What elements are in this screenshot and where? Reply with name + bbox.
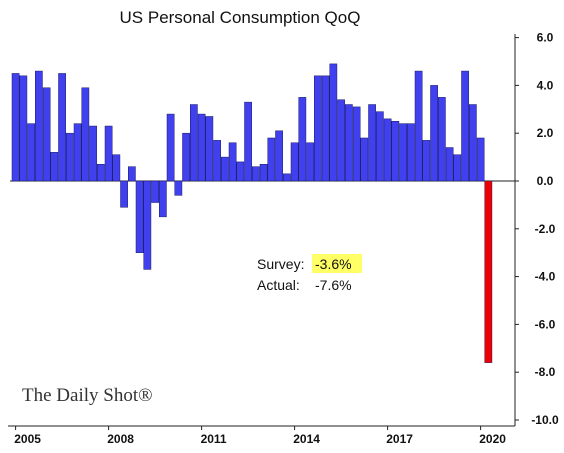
bar — [298, 97, 307, 182]
y-tick-label: 4.0 — [537, 78, 554, 92]
bar — [252, 166, 260, 182]
bar — [407, 123, 415, 182]
bar-highlight — [484, 180, 493, 363]
bar — [27, 123, 35, 182]
bar — [414, 70, 423, 182]
bar — [244, 101, 252, 182]
bar — [73, 123, 82, 182]
bar — [352, 106, 361, 182]
bar — [128, 166, 136, 182]
bar — [259, 164, 268, 182]
x-tick-label: 2020 — [479, 432, 506, 446]
x-axis: 2005 2008 2011 2014 2017 2020 — [14, 426, 506, 446]
bar — [182, 132, 190, 182]
chart-title: US Personal Consumption QoQ — [120, 8, 361, 27]
y-tick-label: -6.0 — [535, 317, 556, 331]
bar — [66, 132, 74, 182]
survey-label: Survey: — [257, 256, 304, 272]
bar — [438, 97, 446, 182]
bar — [50, 152, 59, 182]
bar — [159, 180, 167, 218]
bar — [345, 104, 353, 182]
bar — [383, 118, 392, 182]
bar — [143, 180, 152, 270]
bar — [166, 113, 175, 182]
bar — [321, 75, 330, 182]
bar — [11, 73, 20, 182]
bar — [35, 70, 43, 182]
bar — [151, 180, 159, 203]
bar — [19, 75, 28, 182]
bar — [97, 164, 105, 182]
x-tick-label: 2017 — [386, 432, 413, 446]
bar — [174, 180, 183, 196]
y-tick-label: -4.0 — [535, 270, 556, 284]
x-tick-label: 2014 — [293, 432, 320, 446]
bar — [190, 104, 198, 182]
survey-value: -3.6% — [315, 256, 352, 272]
bar — [314, 75, 322, 182]
bar — [236, 161, 245, 182]
annotation-box: Survey: -3.6% Actual: -7.6% — [257, 254, 362, 293]
bar — [81, 87, 90, 182]
bar — [469, 104, 477, 182]
bar — [213, 140, 221, 182]
bar — [197, 113, 206, 182]
y-tick-label: 2.0 — [537, 126, 554, 140]
bar — [135, 180, 144, 253]
bar — [306, 142, 314, 182]
y-tick-label: -2.0 — [535, 222, 556, 236]
bar — [368, 104, 376, 182]
bar — [430, 85, 438, 182]
bar — [112, 154, 121, 182]
bar — [205, 116, 214, 182]
y-tick-label: 6.0 — [537, 31, 554, 45]
bar — [42, 87, 51, 182]
bar — [376, 111, 384, 182]
y-tick-label: -8.0 — [535, 365, 556, 379]
bar — [445, 147, 454, 182]
bar — [267, 137, 276, 182]
x-tick-label: 2005 — [14, 432, 41, 446]
bar — [89, 125, 97, 182]
daily-shot-logo: The Daily Shot® — [22, 385, 153, 406]
bars — [11, 63, 493, 363]
bar — [453, 154, 462, 182]
survey-highlight — [312, 254, 362, 273]
bar — [422, 140, 431, 182]
x-tick-label: 2008 — [107, 432, 134, 446]
bar — [120, 180, 128, 208]
bar — [399, 123, 407, 182]
bar — [337, 99, 345, 182]
bar — [58, 73, 66, 182]
bar — [290, 142, 299, 182]
bar — [221, 156, 229, 182]
bar — [275, 130, 283, 182]
actual-label: Actual: — [257, 277, 300, 293]
bar — [391, 121, 400, 182]
bar — [360, 137, 369, 182]
bar — [228, 142, 237, 182]
bar — [461, 70, 469, 182]
bar — [329, 63, 338, 182]
y-tick-label: -10.0 — [531, 413, 559, 427]
actual-value: -7.6% — [315, 277, 352, 293]
bar — [104, 125, 113, 182]
bar — [283, 173, 291, 182]
y-axis: 6.0 4.0 2.0 0.0 -2.0 -4.0 -6.0 -8.0 -10.0 — [515, 31, 559, 427]
y-tick-label: 0.0 — [537, 174, 554, 188]
x-tick-label: 2011 — [201, 432, 227, 446]
bar — [476, 137, 485, 182]
